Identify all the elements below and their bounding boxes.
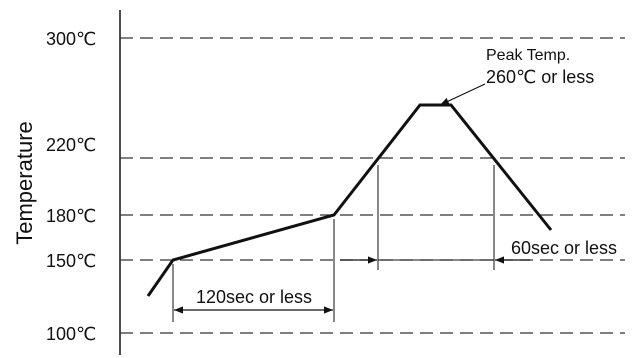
above-220-duration-label: 60sec or less [511, 238, 617, 258]
preheat-duration-label: 120sec or less [196, 287, 312, 307]
peak-temp-label: Peak Temp. [486, 47, 570, 64]
y-tick-300: 300℃ [46, 29, 96, 49]
temperature-profile-line [148, 105, 551, 296]
y-tick-180: 180℃ [46, 206, 96, 226]
peak-leader-arrow [440, 84, 485, 105]
y-tick-100: 100℃ [46, 324, 96, 344]
y-tick-220: 220℃ [46, 135, 96, 155]
y-axis-label: Temperature [12, 121, 37, 245]
y-tick-150: 150℃ [46, 251, 96, 271]
peak-limit-label: 260℃ or less [486, 67, 594, 87]
